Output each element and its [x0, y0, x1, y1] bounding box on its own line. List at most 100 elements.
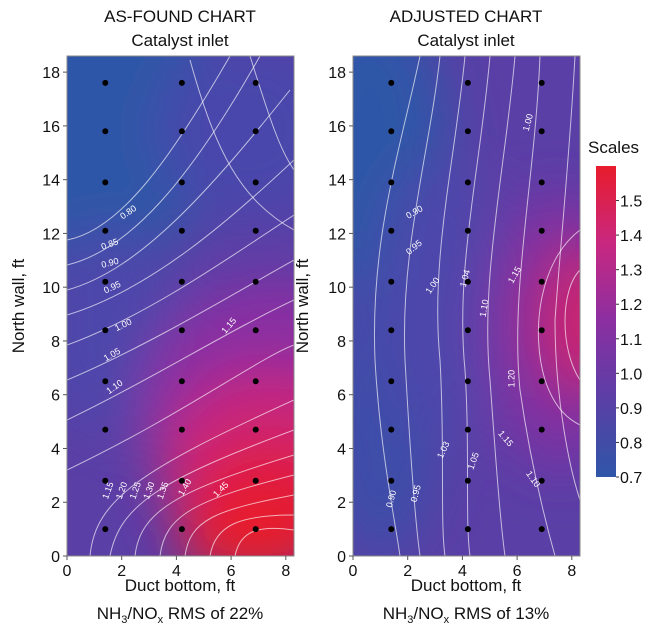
contour-field: 0.800.850.900.951.001.051.101.151.151.20… [67, 56, 294, 556]
x-tick-label: 8 [567, 563, 576, 580]
sample-point [252, 526, 259, 533]
sample-point [464, 378, 471, 385]
sample-point [464, 128, 471, 135]
plot-frame [352, 55, 581, 557]
sample-point [464, 327, 471, 334]
y-tick-label: 6 [51, 388, 60, 405]
y-tick-label: 16 [42, 119, 60, 136]
x-tick-label: 0 [63, 563, 72, 580]
sample-point [102, 278, 109, 285]
sample-point [178, 378, 185, 385]
sample-point [464, 179, 471, 186]
y-tick-label: 2 [337, 495, 346, 512]
sample-point [464, 278, 471, 285]
chart-title: AS-FOUND CHART [104, 7, 256, 26]
sample-point [178, 327, 185, 334]
x-axis-ticks: 0 2 4 6 8 [63, 556, 290, 580]
sample-point [388, 179, 395, 186]
contour-label: 1.10 [478, 299, 491, 318]
colorbar-tick-label: 0.8 [620, 435, 642, 452]
contour-label: 0.95 [409, 484, 423, 504]
sample-point [178, 128, 185, 135]
colorbar-ticks: 1.5 1.4 1.3 1.2 1.1 1.0 0.9 0.8 0.7 [616, 194, 642, 487]
chart-caption: NH3/NOx RMS of 22% [97, 604, 264, 626]
sample-point [388, 227, 395, 234]
sample-point [538, 477, 545, 484]
y-tick-label: 10 [42, 280, 60, 297]
x-tick-label: 8 [281, 563, 290, 580]
sample-point [102, 327, 109, 334]
x-tick-label: 2 [403, 563, 412, 580]
sample-point [252, 327, 259, 334]
sample-point [252, 378, 259, 385]
sample-point [178, 278, 185, 285]
x-axis-label: Duct bottom, ft [411, 576, 522, 595]
sample-point [464, 426, 471, 433]
contour-label: 0.90 [100, 256, 120, 270]
contour-label: 0.90 [384, 489, 398, 509]
sample-point [464, 526, 471, 533]
y-axis-label: North wall, ft [9, 258, 28, 353]
x-tick-label: 0 [349, 563, 358, 580]
sample-point [252, 278, 259, 285]
colorbar-scale [596, 166, 616, 477]
x-tick-label: 4 [458, 563, 467, 580]
colorbar-tick-label: 1.0 [620, 366, 642, 383]
chart-title: ADJUSTED CHART [390, 7, 543, 26]
as-found-chart: AS-FOUND CHART Catalyst inlet [9, 7, 295, 626]
sample-point [538, 278, 545, 285]
sample-point [102, 79, 109, 86]
y-tick-label: 8 [51, 334, 60, 351]
sample-point [538, 378, 545, 385]
colorbar-title: Scales [588, 138, 639, 157]
y-tick-label: 0 [51, 549, 60, 566]
colorbar-tick-label: 0.9 [620, 401, 642, 418]
chart-subtitle: Catalyst inlet [131, 31, 229, 50]
y-tick-label: 16 [328, 119, 346, 136]
sample-point [538, 426, 545, 433]
sample-point [252, 79, 259, 86]
sample-point [538, 128, 545, 135]
y-tick-label: 6 [337, 388, 346, 405]
colorbar-tick-label: 1.3 [620, 263, 642, 280]
sample-points [388, 79, 545, 533]
colorbar-tick-label: 1.2 [620, 297, 642, 314]
sample-point [538, 79, 545, 86]
y-tick-label: 10 [328, 280, 346, 297]
contour-lines [67, 56, 294, 556]
y-axis-ticks: 0 2 4 6 8 10 12 14 16 18 [328, 65, 353, 566]
sample-point [538, 227, 545, 234]
plot-frame [66, 55, 295, 557]
y-axis-ticks: 0 2 4 6 8 10 12 14 16 18 [42, 65, 67, 566]
colorbar-tick-label: 1.4 [620, 228, 642, 245]
y-tick-label: 14 [328, 173, 346, 190]
y-tick-label: 0 [337, 549, 346, 566]
sample-point [102, 378, 109, 385]
y-tick-label: 18 [328, 65, 346, 82]
x-tick-label: 6 [513, 563, 522, 580]
x-tick-label: 4 [172, 563, 181, 580]
sample-point [538, 526, 545, 533]
sample-point [388, 327, 395, 334]
sample-point [102, 426, 109, 433]
sample-point [538, 327, 545, 334]
sample-point [388, 128, 395, 135]
adjusted-chart: ADJUSTED CHART Catalyst inlet [293, 7, 581, 626]
sample-point [178, 526, 185, 533]
chart-caption: NH3/NOx RMS of 13% [383, 604, 550, 626]
y-tick-label: 12 [42, 226, 60, 243]
sample-point [388, 79, 395, 86]
sample-point [178, 426, 185, 433]
sample-point [252, 426, 259, 433]
sample-point [252, 179, 259, 186]
y-tick-label: 12 [328, 226, 346, 243]
sample-point [102, 477, 109, 484]
sample-point [102, 128, 109, 135]
sample-point [178, 227, 185, 234]
sample-point [538, 179, 545, 186]
y-tick-label: 14 [42, 173, 60, 190]
sample-point [464, 79, 471, 86]
y-tick-label: 4 [337, 441, 346, 458]
sample-point [102, 227, 109, 234]
